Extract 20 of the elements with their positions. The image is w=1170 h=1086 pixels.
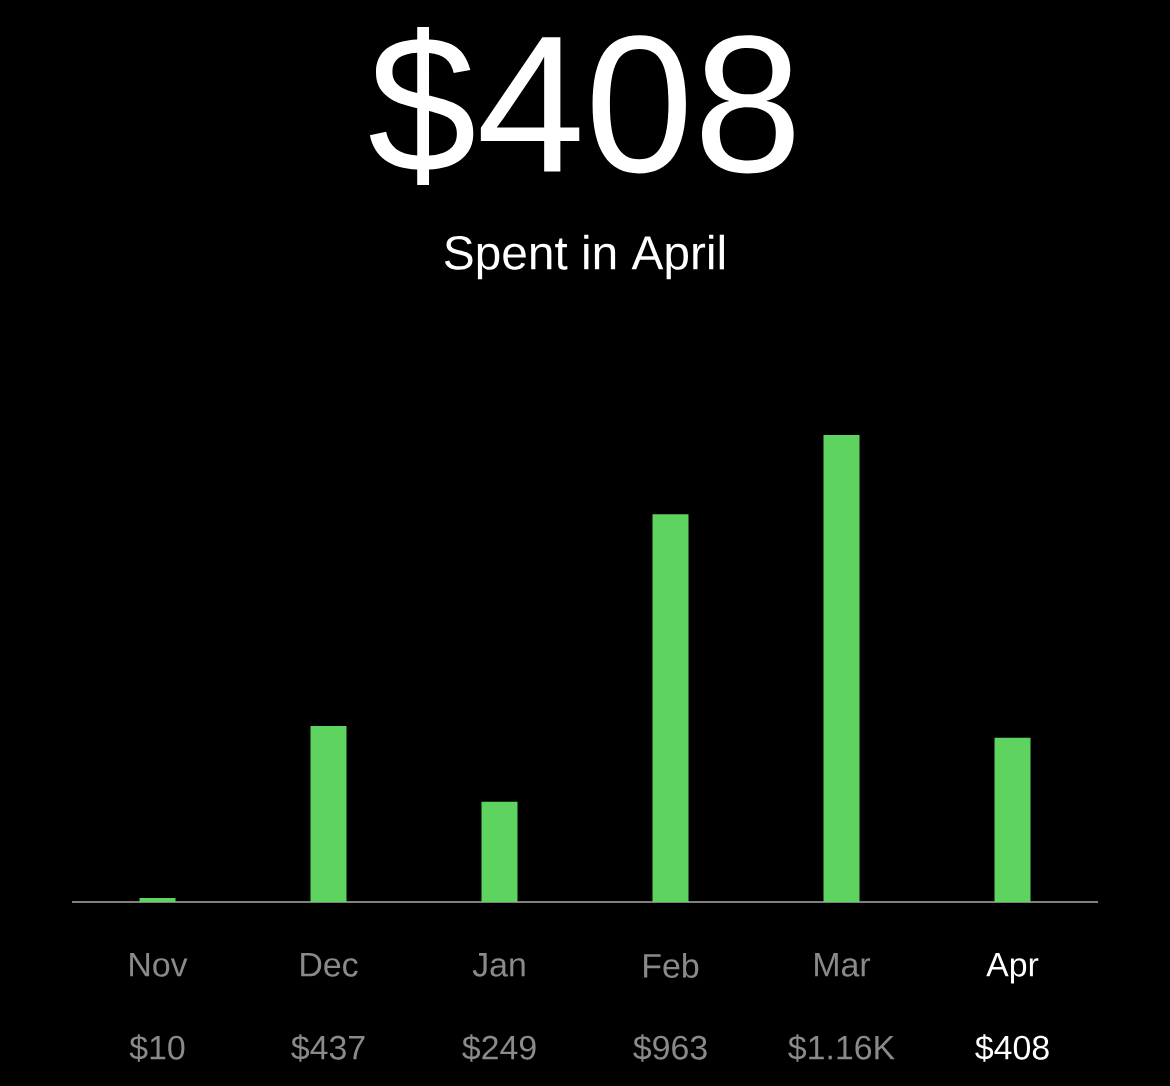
x-tick-label: Feb	[644, 953, 699, 978]
bar	[139, 897, 176, 902]
data-label: $963	[633, 1034, 707, 1062]
bar	[994, 737, 1031, 902]
data-label: $408	[975, 1034, 1049, 1062]
data-label: $437	[291, 1034, 365, 1062]
bar	[652, 514, 689, 902]
bar	[823, 434, 860, 902]
x-tick-label: Dec	[301, 953, 358, 977]
bar	[310, 726, 347, 902]
chart-title: $408	[369, 26, 794, 186]
x-tick-label: Jan	[472, 953, 525, 977]
chart-subtitle: Spent in April	[444, 234, 724, 280]
bar	[481, 801, 518, 902]
data-label: $1.16K	[788, 1034, 895, 1062]
data-label: $10	[129, 1034, 185, 1062]
x-tick-label: Apr	[986, 953, 1039, 984]
x-tick-label: Nov	[130, 953, 188, 977]
x-tick-label: Mar	[815, 953, 871, 977]
data-label: $249	[462, 1034, 536, 1062]
